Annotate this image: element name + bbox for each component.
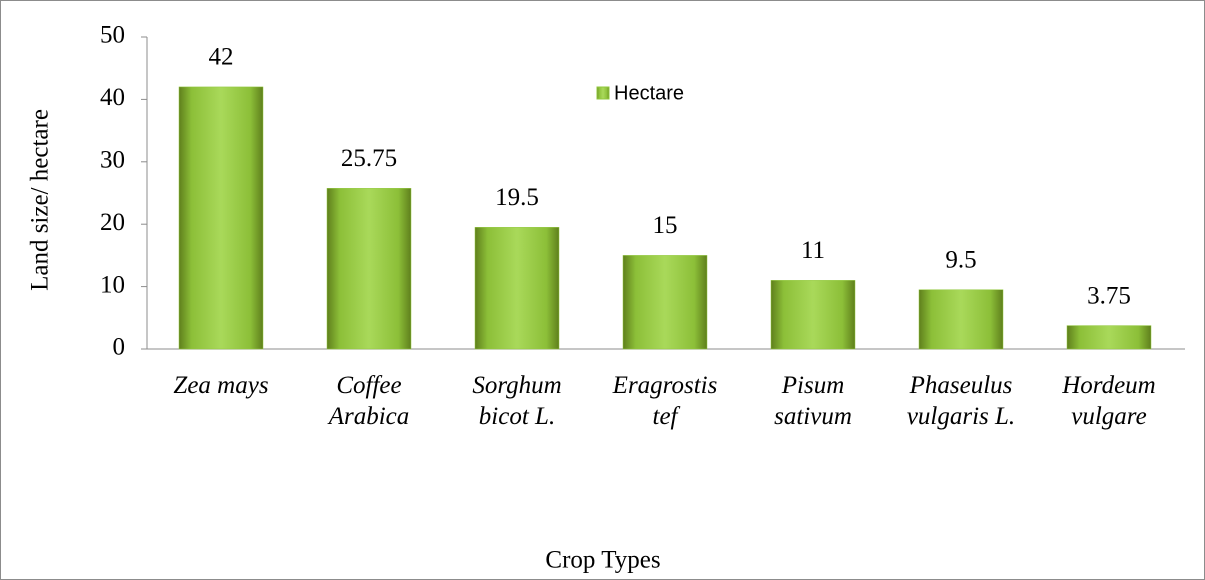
bar [1066,325,1152,350]
legend-label: Hectare [614,82,684,104]
y-tick-label: 20 [100,209,125,236]
value-label: 19.5 [495,184,539,211]
value-label: 42 [209,44,234,71]
bar [622,255,708,350]
bar [474,227,560,350]
y-tick-label: 10 [100,271,125,298]
bar [918,289,1004,350]
bar [326,188,412,350]
bar [178,86,264,350]
value-label: 3.75 [1087,282,1131,309]
x-tick-label: Hordeum vulgare [1062,372,1156,430]
y-tick-label: 40 [100,84,125,111]
x-tick-label: Pisum sativum [774,372,852,430]
y-tick-label: 50 [100,22,125,49]
value-label: 11 [801,237,825,264]
y-tick-label: 30 [100,147,125,174]
value-label: 15 [653,212,678,239]
y-axis-title: Land size/ hectare [27,109,54,291]
x-tick-label: Coffee Arabica [328,372,410,430]
value-label: 9.5 [945,246,976,273]
value-label: 25.75 [341,145,397,172]
x-tick-label: Phaseulus vulgaris L. [906,372,1016,430]
legend-swatch [596,86,610,100]
x-axis-title: Crop Types [545,547,660,574]
x-tick-label: Zea mays [173,372,269,399]
x-tick-label: Sorghum bicot L. [472,372,562,430]
y-tick-label: 0 [113,334,126,361]
bar [770,280,856,350]
x-tick-label: Eragrostis tef [612,372,718,430]
